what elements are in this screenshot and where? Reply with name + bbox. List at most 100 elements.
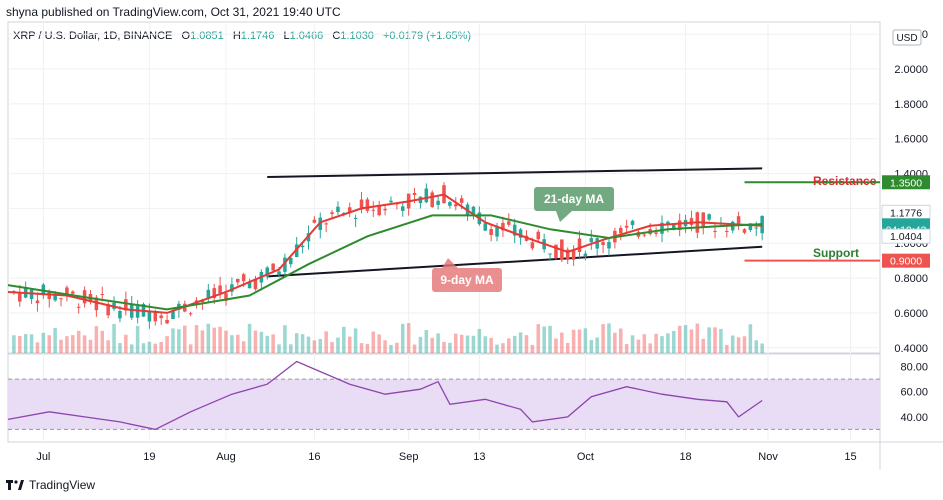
volume-bar [218, 326, 222, 353]
candle-body [412, 192, 417, 196]
volume-bar [501, 343, 505, 353]
volume-bar [672, 330, 676, 353]
volume-bar [365, 343, 370, 353]
volume-bar [153, 343, 158, 353]
candle-body [300, 245, 305, 248]
price-label-text: 1.3500 [890, 177, 922, 189]
volume-bar [536, 324, 541, 353]
price-tick-label: 0.8000 [894, 273, 928, 285]
price-tick-label: 2.0000 [894, 64, 928, 76]
price-tick-label: 0.4000 [894, 343, 928, 355]
volume-bar [359, 343, 364, 353]
volume-bar [613, 332, 617, 353]
currency-button[interactable] [892, 29, 922, 46]
volume-bar [23, 334, 28, 353]
candle-body [289, 257, 293, 265]
candle-body [141, 304, 146, 317]
rsi-tick-label: 60.00 [900, 387, 928, 399]
candle-body [265, 267, 270, 277]
price-label-bg [882, 253, 930, 268]
volume-bar [230, 335, 234, 353]
candle-body [224, 293, 228, 301]
price-tick-label: 1.2000 [894, 203, 928, 215]
candle-body [330, 212, 334, 215]
volume-bar [41, 332, 46, 353]
candle-body [677, 220, 682, 231]
volume-bar [701, 338, 706, 353]
candle-body [200, 299, 205, 303]
candle-body [112, 302, 116, 309]
volume-bar [618, 328, 623, 353]
time-tick-label: 13 [473, 451, 485, 463]
candle-body [35, 300, 40, 304]
candle-body [483, 223, 488, 231]
volume-bars [12, 323, 764, 353]
time-tick-label: 16 [308, 451, 320, 463]
volume-bar [118, 343, 122, 353]
volume-bar [182, 325, 187, 353]
candle-body [306, 233, 311, 242]
volume-bar [695, 323, 700, 353]
price-tick-label: 0.6000 [894, 308, 928, 320]
candle-body [542, 239, 546, 250]
candle-body [371, 209, 376, 211]
candle-body [389, 200, 393, 203]
price-tick-label: 1.6000 [894, 134, 928, 146]
rsi-tick-label: 40.00 [900, 412, 928, 424]
close-value: 1.1030 [340, 30, 374, 42]
volume-bar [524, 335, 529, 353]
ma9-callout-label: 9-day MA [440, 273, 494, 287]
symbol-label[interactable]: XRP / U.S. Dollar, 1D, BINANCE [13, 30, 173, 42]
volume-bar [689, 329, 694, 353]
price-label: 1.0404 [881, 228, 931, 244]
candle-body [554, 244, 558, 259]
volume-bar [88, 339, 93, 353]
volume-bar [18, 335, 22, 353]
candle-body [436, 200, 440, 205]
candle-body [754, 227, 759, 229]
volume-bar [512, 335, 517, 353]
volume-bar [412, 344, 417, 353]
currency-button-label[interactable]: USD [896, 33, 917, 44]
volume-bar [742, 336, 747, 353]
volume-bar [548, 325, 552, 353]
volume-bar [377, 334, 381, 353]
volume-bar [47, 335, 52, 353]
volume-bar [760, 343, 764, 353]
footer-brand-label: TradingView [29, 478, 96, 492]
volume-bar [489, 337, 493, 353]
volume-bar [660, 336, 664, 353]
volume-bar [518, 332, 523, 353]
price-tick-label: 1.8000 [894, 99, 928, 111]
candle-body [607, 241, 611, 249]
candle-body [536, 231, 541, 240]
support-resistance-lines [744, 181, 880, 262]
candle-body [589, 238, 594, 243]
candle-body [41, 284, 46, 296]
candle-body [418, 196, 423, 204]
volume-bar [347, 336, 352, 353]
candle-body [47, 290, 52, 300]
candle-body [624, 225, 629, 228]
candle-body [395, 203, 399, 205]
time-tick-label: Oct [577, 451, 594, 463]
candle-body [124, 299, 128, 311]
candle-body [294, 244, 299, 258]
volume-bar [713, 327, 717, 353]
candle-body [365, 199, 370, 211]
candle-body [182, 303, 187, 312]
candle-body [342, 212, 346, 214]
price-label-text: 1.0404 [890, 231, 922, 243]
volume-bar [748, 324, 753, 353]
candle-body [53, 293, 57, 301]
volume-bar [754, 340, 759, 353]
candle-body [359, 199, 364, 210]
volume-bar [59, 339, 63, 353]
candle-body [347, 207, 352, 212]
change-value: +0.0179 (+1.65%) [383, 30, 472, 42]
volume-bar [330, 342, 334, 353]
volume-bar [82, 335, 87, 353]
candle-body [530, 242, 535, 249]
